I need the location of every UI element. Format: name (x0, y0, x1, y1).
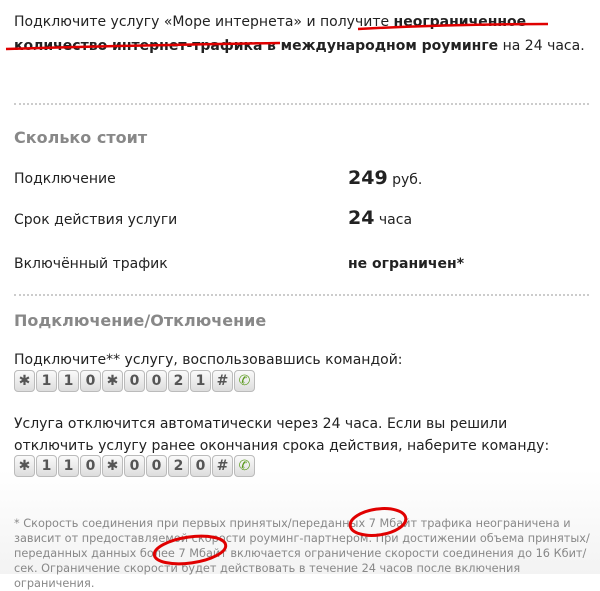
connect-heading: Подключение/Отключение (14, 311, 267, 330)
key-0: 0 (124, 455, 145, 477)
key-star: ✱ (14, 370, 35, 392)
key-0: 0 (146, 455, 167, 477)
connect-command: ✱ 1 1 0 ✱ 0 0 2 1 # ✆ (14, 370, 255, 392)
key-hash: # (212, 455, 233, 477)
key-1: 1 (58, 455, 79, 477)
key-0: 0 (124, 370, 145, 392)
key-hash: # (212, 370, 233, 392)
key-1: 1 (36, 455, 57, 477)
key-2: 2 (168, 370, 189, 392)
phone-call-icon: ✆ (234, 455, 255, 477)
traffic-label: Включённый трафик (14, 256, 168, 272)
divider (14, 103, 589, 105)
key-1: 1 (190, 370, 211, 392)
key-2: 2 (168, 455, 189, 477)
footnote: * Скорость соединения при первых приняты… (14, 517, 590, 590)
traffic-value: не ограничен* (348, 256, 465, 272)
duration-value: 24 часа (348, 207, 413, 229)
phone-call-icon: ✆ (234, 370, 255, 392)
key-0: 0 (80, 455, 101, 477)
cost-value: 249 руб. (348, 167, 423, 189)
disconnect-text: Услуга отключится автоматически через 24… (14, 416, 550, 454)
key-0: 0 (146, 370, 167, 392)
disconnect-command: ✱ 1 1 0 ✱ 0 0 2 0 # ✆ (14, 455, 255, 477)
duration-label: Срок действия услуги (14, 212, 178, 228)
annotations (5, 22, 549, 566)
intro-text: Подключите услугу «Море интернета» и пол… (14, 14, 585, 54)
cost-label: Подключение (14, 171, 116, 187)
cost-heading: Сколько стоит (14, 128, 148, 147)
key-0: 0 (190, 455, 211, 477)
key-star: ✱ (102, 370, 123, 392)
divider (14, 294, 589, 296)
key-0: 0 (80, 370, 101, 392)
key-1: 1 (58, 370, 79, 392)
key-1: 1 (36, 370, 57, 392)
connect-text: Подключите** услугу, воспользовавшись ко… (14, 352, 403, 368)
key-star: ✱ (102, 455, 123, 477)
key-star: ✱ (14, 455, 35, 477)
